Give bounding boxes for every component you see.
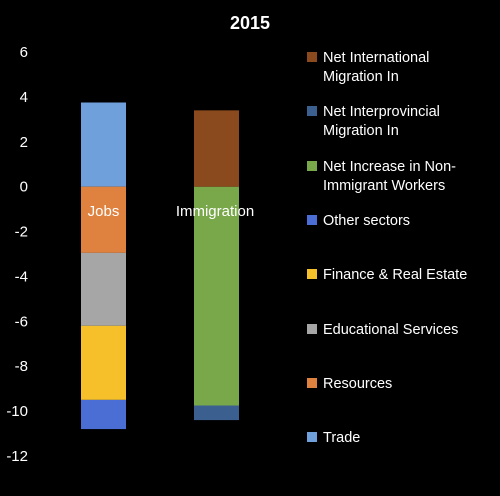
y-tick-label: -2	[15, 224, 28, 241]
legend-entry-resources: Resources	[307, 376, 392, 392]
legend-label: Net International Migration In	[323, 50, 429, 85]
y-tick-label: -4	[15, 268, 28, 285]
bar-segment-jobs-trade	[81, 102, 126, 187]
legend-label: Net Increase in Non-Immigrant Workers	[323, 159, 456, 194]
bar-segment-jobs-resources	[81, 186, 126, 253]
category-labels: Jobs Immigration	[88, 203, 255, 220]
bar-segment-jobs-finance-and-real-estate	[81, 325, 126, 400]
legend-swatch	[307, 324, 317, 334]
legend-entry-trade: Trade	[307, 430, 360, 446]
bar-segment-immigration-net-interprovincial-migration-in	[194, 405, 239, 421]
legend-entry-net-international-migration-in: Net International Migration In	[307, 50, 429, 85]
legend-swatch	[307, 161, 317, 171]
legend-label: Resources	[323, 376, 392, 392]
y-tick-label: 0	[20, 179, 28, 196]
legend-swatch	[307, 215, 317, 225]
legend: Net International Migration In Net Interpr…	[307, 50, 467, 446]
legend-entry-educational-services: Educational Services	[307, 322, 458, 338]
legend-entry-other-sectors: Other sectors	[307, 213, 410, 229]
legend-swatch	[307, 432, 317, 442]
y-tick-label: -12	[6, 448, 28, 465]
legend-swatch	[307, 378, 317, 388]
bar-segment-jobs-other-sectors	[81, 399, 126, 430]
y-tick-label: -8	[15, 358, 28, 375]
legend-label: Trade	[323, 430, 360, 446]
y-tick-label: 2	[20, 134, 28, 151]
legend-label: Educational Services	[323, 322, 458, 338]
y-tick-label: 4	[20, 89, 28, 106]
category-label-jobs: Jobs	[88, 203, 120, 220]
y-tick-label: 6	[20, 44, 28, 61]
legend-entry-net-interprovincial-migration-in: Net Interprovincial Migration In	[307, 104, 440, 139]
legend-label: Finance & Real Estate	[323, 267, 467, 283]
bar-segment-immigration-net-international-migration-in	[194, 110, 239, 187]
category-label-immigration: Immigration	[176, 203, 254, 220]
legend-swatch	[307, 269, 317, 279]
legend-label: Other sectors	[323, 213, 410, 229]
y-tick-label: -10	[6, 403, 28, 420]
legend-entry-finance-and-real-estate: Finance & Real Estate	[307, 267, 467, 283]
chart-title: 2015	[230, 13, 270, 33]
legend-entry-net-increase-in-non-immigrant-workers: Net Increase in Non-Immigrant Workers	[307, 159, 456, 194]
bar-segment-immigration-net-increase-in-non-immigrant-workers	[194, 186, 239, 406]
legend-swatch	[307, 106, 317, 116]
legend-label: Net Interprovincial Migration In	[323, 104, 440, 139]
legend-swatch	[307, 52, 317, 62]
y-tick-label: -6	[15, 313, 28, 330]
y-axis: 6 4 2 0 -2 -4 -6 -8 -10 -12	[6, 44, 28, 465]
bars	[81, 102, 239, 430]
bar-segment-jobs-educational-services	[81, 252, 126, 326]
